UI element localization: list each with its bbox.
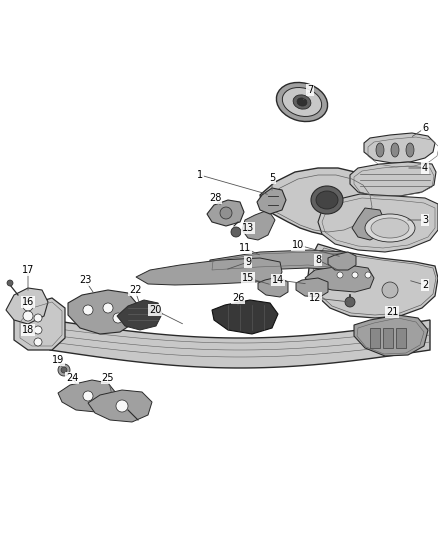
Polygon shape — [68, 290, 138, 334]
Polygon shape — [88, 390, 152, 422]
Text: 3: 3 — [422, 215, 428, 225]
Polygon shape — [328, 252, 356, 270]
Circle shape — [352, 272, 358, 278]
Circle shape — [23, 301, 33, 311]
Text: 18: 18 — [22, 325, 34, 335]
Text: 8: 8 — [315, 255, 321, 265]
Polygon shape — [296, 278, 328, 297]
Circle shape — [231, 227, 241, 237]
Ellipse shape — [311, 186, 343, 214]
Text: 2: 2 — [422, 280, 428, 290]
Polygon shape — [396, 328, 406, 348]
Circle shape — [83, 305, 93, 315]
Text: 4: 4 — [422, 163, 428, 173]
Ellipse shape — [316, 191, 338, 209]
Text: 22: 22 — [129, 285, 141, 295]
Circle shape — [337, 272, 343, 278]
Polygon shape — [242, 210, 275, 240]
Text: 28: 28 — [209, 193, 221, 203]
Text: 15: 15 — [242, 273, 254, 283]
Ellipse shape — [365, 214, 415, 242]
Text: 10: 10 — [292, 240, 304, 250]
Text: 17: 17 — [22, 265, 34, 275]
Circle shape — [345, 297, 355, 307]
Polygon shape — [260, 168, 378, 235]
Polygon shape — [308, 244, 438, 318]
Text: 11: 11 — [239, 243, 251, 253]
Circle shape — [23, 311, 33, 321]
Circle shape — [103, 303, 113, 313]
Polygon shape — [136, 258, 282, 285]
Text: 13: 13 — [242, 223, 254, 233]
Polygon shape — [212, 300, 278, 334]
Text: 24: 24 — [66, 373, 78, 383]
Circle shape — [220, 207, 232, 219]
Ellipse shape — [406, 143, 414, 157]
Circle shape — [382, 282, 398, 298]
Polygon shape — [370, 328, 380, 348]
Polygon shape — [117, 300, 162, 330]
Polygon shape — [6, 288, 48, 324]
Text: 9: 9 — [245, 257, 251, 267]
Polygon shape — [354, 315, 428, 356]
Text: 14: 14 — [272, 275, 284, 285]
Ellipse shape — [297, 98, 307, 106]
Text: 6: 6 — [422, 123, 428, 133]
Polygon shape — [364, 133, 435, 163]
Text: 25: 25 — [102, 373, 114, 383]
Text: 16: 16 — [22, 297, 34, 307]
Circle shape — [61, 367, 67, 373]
Ellipse shape — [391, 143, 399, 157]
Circle shape — [83, 391, 93, 401]
Ellipse shape — [283, 87, 321, 117]
Text: 1: 1 — [197, 170, 203, 180]
Polygon shape — [350, 162, 436, 196]
Ellipse shape — [371, 218, 409, 238]
Polygon shape — [208, 250, 348, 272]
Polygon shape — [305, 265, 374, 292]
Text: 5: 5 — [269, 173, 275, 183]
Circle shape — [116, 400, 128, 412]
Polygon shape — [352, 208, 385, 240]
Text: 7: 7 — [307, 85, 313, 95]
Polygon shape — [14, 298, 65, 350]
Polygon shape — [383, 328, 393, 348]
Polygon shape — [50, 320, 430, 368]
Text: 12: 12 — [309, 293, 321, 303]
Text: 21: 21 — [386, 307, 398, 317]
Polygon shape — [207, 200, 244, 226]
Polygon shape — [318, 194, 438, 252]
Polygon shape — [58, 380, 116, 412]
Circle shape — [365, 272, 371, 278]
Circle shape — [7, 280, 13, 286]
Circle shape — [34, 314, 42, 322]
Circle shape — [34, 326, 42, 334]
Circle shape — [58, 364, 70, 376]
Ellipse shape — [293, 95, 311, 109]
Text: 26: 26 — [232, 293, 244, 303]
Polygon shape — [258, 277, 288, 297]
Polygon shape — [257, 188, 286, 214]
Ellipse shape — [276, 83, 328, 122]
Text: 20: 20 — [149, 305, 161, 315]
Text: 23: 23 — [79, 275, 91, 285]
Text: 19: 19 — [52, 355, 64, 365]
Circle shape — [113, 313, 123, 323]
Circle shape — [34, 338, 42, 346]
Ellipse shape — [376, 143, 384, 157]
